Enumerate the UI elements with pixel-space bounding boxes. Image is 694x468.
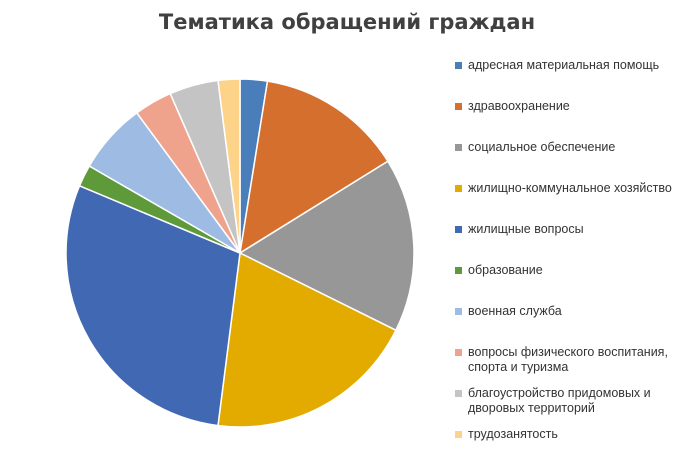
legend-swatch <box>455 308 462 315</box>
legend-swatch <box>455 144 462 151</box>
legend-item: жилищные вопросы <box>455 222 691 263</box>
legend-swatch <box>455 62 462 69</box>
legend-swatch <box>455 390 462 397</box>
legend-item: вопросы физического воспитания, спорта и… <box>455 345 691 386</box>
legend-label: жилищно-коммунальное хозяйство <box>468 181 672 195</box>
legend-item: трудозанятость <box>455 427 691 468</box>
legend-item: образование <box>455 263 691 304</box>
legend-label: вопросы физического воспитания, спорта и… <box>468 345 668 374</box>
legend-label: благоустройство придомовых и дворовых те… <box>468 386 651 415</box>
legend-swatch <box>455 226 462 233</box>
legend-label: социальное обеспечение <box>468 140 616 154</box>
legend-item: адресная материальная помощь <box>455 58 691 99</box>
legend-swatch <box>455 431 462 438</box>
legend-label: образование <box>468 263 543 277</box>
legend-item: жилищно-коммунальное хозяйство <box>455 181 691 222</box>
pie-slice-2 <box>238 80 389 255</box>
pie-slice-5 <box>65 184 241 427</box>
legend-swatch <box>455 103 462 110</box>
pie-slice-4 <box>217 251 397 428</box>
legend-item: социальное обеспечение <box>455 140 691 181</box>
legend-label: жилищные вопросы <box>468 222 584 236</box>
legend-label: адресная материальная помощь <box>468 58 660 72</box>
legend-swatch <box>455 349 462 356</box>
chart-title: Тематика обращений граждан <box>158 10 536 34</box>
legend-label: военная служба <box>468 304 562 318</box>
legend-label: здравоохранение <box>468 99 570 113</box>
legend-label: трудозанятость <box>468 427 558 441</box>
legend-swatch <box>455 267 462 274</box>
chart-legend: адресная материальная помощь здравоохране… <box>455 58 691 468</box>
legend-item: военная служба <box>455 304 691 345</box>
legend-item: благоустройство придомовых и дворовых те… <box>455 386 691 427</box>
legend-swatch <box>455 185 462 192</box>
pie-slice-10 <box>217 78 241 254</box>
pie-slice-3 <box>238 160 415 332</box>
legend-item: здравоохранение <box>455 99 691 140</box>
